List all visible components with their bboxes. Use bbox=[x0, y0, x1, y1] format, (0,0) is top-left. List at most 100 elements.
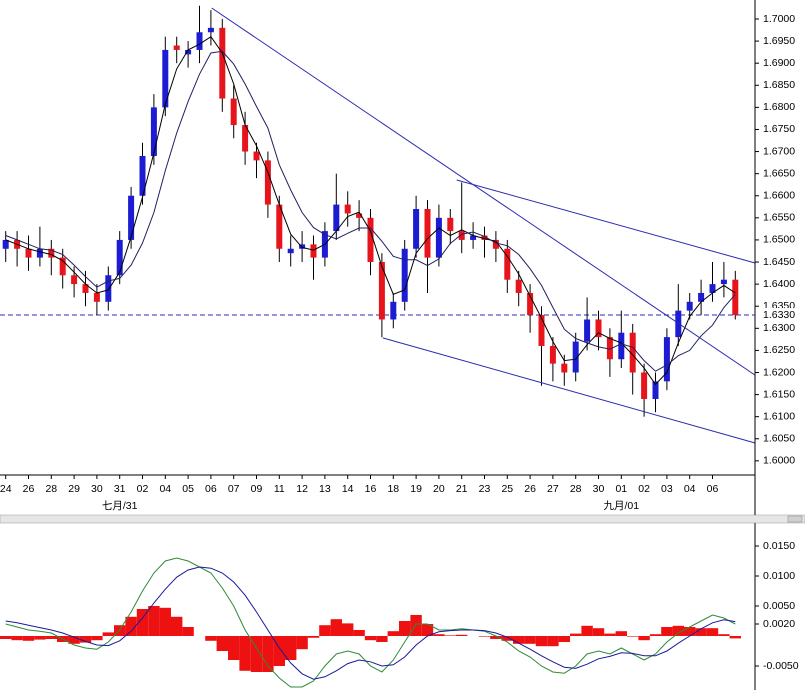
candle-body bbox=[207, 27, 214, 33]
macd-bar bbox=[695, 628, 707, 636]
x-tick-label: 30 bbox=[91, 483, 103, 495]
candle-body bbox=[709, 284, 716, 293]
candle-body bbox=[105, 275, 112, 302]
macd-bar bbox=[79, 635, 92, 643]
candle-body bbox=[435, 217, 442, 258]
macd-bar bbox=[706, 628, 719, 636]
macd-bar bbox=[604, 633, 616, 636]
macd-bar bbox=[672, 625, 684, 636]
candle-body bbox=[276, 204, 283, 249]
macd-bar bbox=[376, 635, 388, 642]
x-tick-label: 30 bbox=[593, 483, 605, 495]
candle-body bbox=[230, 98, 237, 126]
candle-body bbox=[732, 279, 739, 316]
x-tick-label: 20 bbox=[433, 483, 445, 495]
macd-bar bbox=[410, 614, 422, 636]
divider-handle[interactable] bbox=[787, 515, 803, 523]
macd-bar bbox=[228, 635, 240, 660]
candle-body bbox=[242, 125, 249, 152]
candle-body bbox=[675, 310, 682, 338]
candle-body bbox=[424, 209, 431, 258]
candle-body bbox=[344, 204, 351, 214]
x-tick-label: 14 bbox=[342, 483, 354, 495]
month-label: 九月/01 bbox=[603, 500, 639, 512]
y-tick-label: 1.7000 bbox=[763, 13, 795, 25]
y-tick-label: 1.6750 bbox=[763, 123, 795, 135]
y-tick-label: 1.6600 bbox=[763, 190, 795, 202]
macd-bar bbox=[45, 635, 57, 639]
candle-body bbox=[652, 381, 659, 399]
candle-body bbox=[561, 363, 568, 373]
y-tick-label: 1.6000 bbox=[763, 455, 795, 467]
candle-body bbox=[356, 213, 363, 218]
macd-bar bbox=[250, 635, 263, 672]
macd-bar bbox=[34, 635, 46, 640]
macd-bar bbox=[262, 635, 274, 672]
macd-bar bbox=[285, 635, 297, 660]
macd-bar bbox=[296, 635, 308, 650]
x-tick-label: 02 bbox=[638, 483, 650, 495]
x-tick-label: 05 bbox=[182, 483, 194, 495]
macd-line bbox=[5, 557, 736, 688]
candle-body bbox=[71, 275, 78, 285]
macd-bar bbox=[239, 635, 251, 671]
y-tick-label: 1.6800 bbox=[763, 101, 795, 113]
x-tick-label: 12 bbox=[296, 483, 308, 495]
y-tick-label: 1.6950 bbox=[763, 35, 795, 47]
candle-body bbox=[299, 244, 306, 249]
x-tick-label: 27 bbox=[547, 483, 559, 495]
candle-body bbox=[287, 248, 294, 254]
x-tick-label: 18 bbox=[387, 483, 399, 495]
candle-body bbox=[390, 301, 397, 320]
candle-body bbox=[504, 248, 511, 280]
macd-y-tick-label: -0.0050 bbox=[763, 660, 799, 672]
x-tick-label: 04 bbox=[159, 483, 171, 495]
candle-body bbox=[378, 262, 385, 320]
candle-body bbox=[584, 319, 591, 342]
x-tick-label: 07 bbox=[228, 483, 240, 495]
macd-bar bbox=[91, 635, 103, 641]
macd-bar bbox=[364, 635, 377, 641]
macd-bar bbox=[387, 631, 399, 636]
macd-bar bbox=[570, 633, 582, 636]
x-tick-label: 03 bbox=[661, 483, 673, 495]
x-tick-label: 29 bbox=[68, 483, 80, 495]
macd-bar bbox=[399, 620, 411, 636]
macd-bar bbox=[22, 635, 35, 641]
macd-bar bbox=[729, 635, 741, 639]
y-tick-label: 1.6550 bbox=[763, 212, 795, 224]
macd-bar bbox=[102, 632, 114, 636]
candle-body bbox=[663, 337, 670, 382]
candle-body bbox=[549, 345, 556, 364]
candle-body bbox=[116, 239, 123, 276]
candle-body bbox=[606, 337, 613, 360]
macd-bar bbox=[649, 634, 662, 636]
macd-bar bbox=[638, 635, 650, 641]
macd-bar bbox=[456, 634, 468, 636]
candle-body bbox=[162, 49, 169, 108]
y-tick-label: 1.6050 bbox=[763, 433, 795, 445]
candle-body bbox=[413, 209, 420, 249]
macd-bar bbox=[171, 616, 183, 636]
x-tick-label: 13 bbox=[319, 483, 331, 495]
candle-body bbox=[48, 248, 55, 258]
candle-body bbox=[481, 235, 488, 240]
macd-y-tick-label: 0.0050 bbox=[763, 600, 795, 612]
candle-body bbox=[128, 195, 135, 240]
macd-bar bbox=[330, 619, 342, 636]
macd-bar bbox=[433, 634, 445, 636]
candle-body bbox=[150, 107, 157, 156]
panel-divider[interactable] bbox=[0, 514, 805, 524]
candle-body bbox=[139, 155, 146, 196]
macd-bar bbox=[342, 623, 354, 636]
macd-bar bbox=[718, 634, 730, 636]
candle-body bbox=[458, 231, 465, 240]
y-tick-label: 1.6450 bbox=[763, 256, 795, 268]
candle-body bbox=[82, 284, 89, 293]
macd-bar bbox=[615, 631, 627, 636]
candle-body bbox=[93, 292, 100, 302]
candle-body bbox=[253, 151, 260, 161]
candle-body bbox=[720, 279, 727, 285]
y-tick-label: 1.6200 bbox=[763, 366, 795, 378]
